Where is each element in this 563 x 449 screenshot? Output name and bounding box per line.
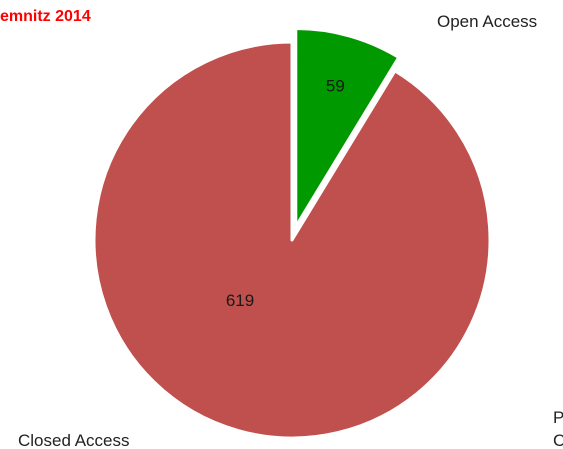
category-label-closed-access: Closed Access	[18, 431, 130, 449]
pie-slice-open-access	[294, 27, 401, 229]
value-label-closed-access: 619	[226, 291, 254, 310]
category-label-open-access: Open Access	[437, 12, 537, 31]
slice-value-labels: 59 619	[226, 76, 345, 310]
pie-slice-closed-access	[92, 40, 492, 440]
cropped-note-line-1: P	[553, 408, 563, 427]
chart-title: emnitz 2014	[0, 8, 91, 25]
value-label-open-access: 59	[326, 76, 345, 95]
pie-slices	[92, 27, 492, 440]
cropped-note-line-2: C	[553, 431, 563, 449]
